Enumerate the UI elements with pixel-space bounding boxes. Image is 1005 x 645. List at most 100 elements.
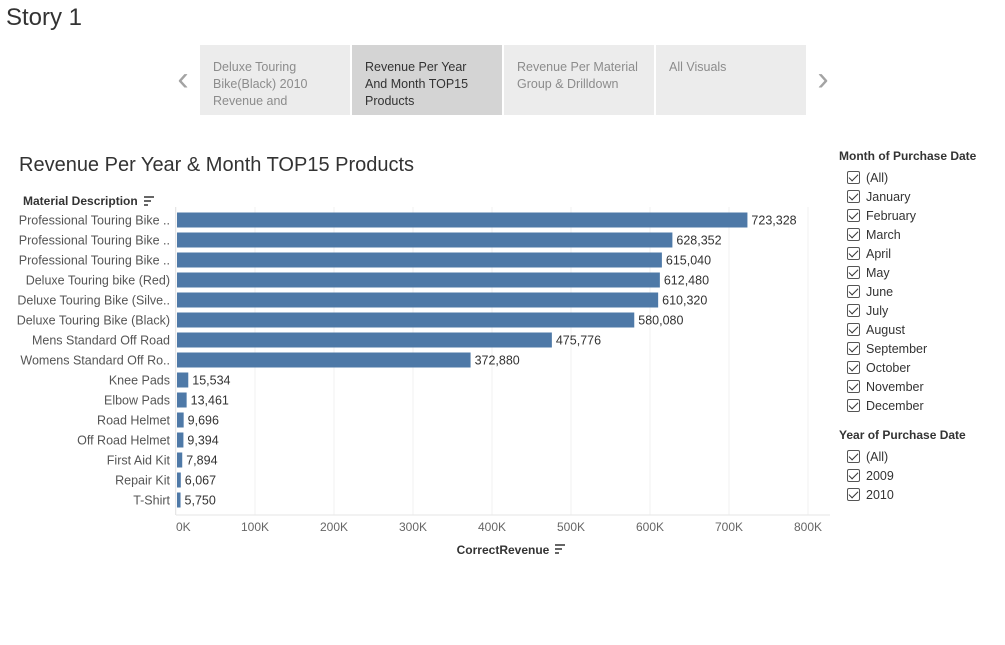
story-point-4[interactable]: All Visuals	[656, 45, 806, 115]
checkbox-checked-icon[interactable]	[847, 399, 860, 412]
x-axis-title[interactable]: CorrectRevenue	[457, 543, 550, 557]
month-filter-option[interactable]: July	[839, 301, 976, 320]
checkbox-checked-icon[interactable]	[847, 285, 860, 298]
sort-icon[interactable]	[555, 544, 565, 554]
month-filter-option[interactable]: November	[839, 377, 976, 396]
category-label[interactable]: Knee Pads	[109, 374, 170, 388]
year-filter-option[interactable]: (All)	[839, 447, 966, 466]
year-filter-option-label: (All)	[866, 449, 889, 464]
category-label[interactable]: Womens Standard Off Ro..	[20, 354, 170, 368]
story-point-label: Revenue Per Year And Month TOP15 Product…	[365, 60, 469, 108]
checkbox-checked-icon[interactable]	[847, 228, 860, 241]
year-filter-option[interactable]: 2009	[839, 466, 966, 485]
category-labels: Professional Touring Bike .. Professional…	[17, 214, 171, 508]
story-navigator: Deluxe Touring Bike(Black) 2010 Revenue …	[200, 45, 806, 115]
bar[interactable]	[177, 412, 184, 428]
month-filter-option[interactable]: February	[839, 206, 976, 225]
x-tick-label: 400K	[478, 520, 506, 534]
month-filter-option[interactable]: January	[839, 187, 976, 206]
category-label[interactable]: Road Helmet	[97, 414, 170, 428]
category-label[interactable]: First Aid Kit	[107, 454, 171, 468]
checkbox-checked-icon[interactable]	[847, 304, 860, 317]
bar[interactable]	[177, 492, 181, 508]
value-label: 580,080	[638, 314, 683, 328]
year-filter: Year of Purchase Date (All) 2009 2010	[839, 427, 966, 504]
story-point-2[interactable]: Revenue Per Year And Month TOP15 Product…	[352, 45, 502, 115]
story-point-3[interactable]: Revenue Per Material Group & Drilldown	[504, 45, 654, 115]
bar[interactable]	[177, 312, 635, 328]
checkbox-checked-icon[interactable]	[847, 380, 860, 393]
checkbox-checked-icon[interactable]	[847, 190, 860, 203]
value-label: 15,534	[192, 374, 230, 388]
bar[interactable]	[177, 272, 660, 288]
bar[interactable]	[177, 352, 471, 368]
x-tick-label: 600K	[636, 520, 664, 534]
bar-chart: Material Description Professional Tourin…	[17, 194, 830, 557]
chevron-left-icon[interactable]: ‹	[177, 60, 189, 98]
month-filter-option[interactable]: May	[839, 263, 976, 282]
bar[interactable]	[177, 292, 659, 308]
value-label: 5,750	[185, 494, 216, 508]
category-label[interactable]: Mens Standard Off Road	[32, 334, 170, 348]
checkbox-checked-icon[interactable]	[847, 171, 860, 184]
value-label: 723,328	[751, 214, 796, 228]
month-filter-option-label: September	[866, 341, 928, 356]
category-label[interactable]: Deluxe Touring bike (Red)	[26, 274, 170, 288]
checkbox-checked-icon[interactable]	[847, 209, 860, 222]
bar[interactable]	[177, 332, 552, 348]
category-label[interactable]: Professional Touring Bike ..	[19, 214, 170, 228]
category-label[interactable]: Elbow Pads	[104, 394, 170, 408]
bar[interactable]	[177, 432, 184, 448]
month-filter-option[interactable]: September	[839, 339, 976, 358]
value-label: 615,040	[666, 254, 711, 268]
month-filter-option[interactable]: August	[839, 320, 976, 339]
category-label[interactable]: Professional Touring Bike ..	[19, 234, 170, 248]
value-labels: 723,328 628,352 615,040 612,480 610,320 580,0…	[185, 214, 797, 508]
checkbox-checked-icon[interactable]	[847, 266, 860, 279]
checkbox-checked-icon[interactable]	[847, 323, 860, 336]
bar[interactable]	[177, 252, 662, 268]
month-filter-option-label: January	[866, 189, 911, 204]
bar[interactable]	[177, 212, 748, 228]
year-filter-title: Year of Purchase Date	[839, 428, 966, 442]
month-filter-option-label: May	[866, 265, 890, 280]
value-label: 13,461	[191, 394, 229, 408]
bar[interactable]	[177, 372, 189, 388]
checkbox-checked-icon[interactable]	[847, 247, 860, 260]
month-filter-option[interactable]: (All)	[839, 168, 976, 187]
story-point-label: Revenue Per Material Group & Drilldown	[517, 60, 638, 91]
checkbox-checked-icon[interactable]	[847, 342, 860, 355]
category-label[interactable]: Repair Kit	[115, 474, 170, 488]
checkbox-checked-icon[interactable]	[847, 450, 860, 463]
month-filter-option-label: April	[866, 246, 892, 261]
month-filter-option[interactable]: October	[839, 358, 976, 377]
y-axis-title[interactable]: Material Description	[23, 194, 138, 208]
checkbox-checked-icon[interactable]	[847, 361, 860, 374]
month-filter-option[interactable]: March	[839, 225, 976, 244]
bar[interactable]	[177, 392, 187, 408]
year-filter-option[interactable]: 2010	[839, 485, 966, 504]
story-point-label: All Visuals	[669, 60, 727, 74]
chevron-right-icon[interactable]: ›	[817, 60, 829, 98]
value-label: 6,067	[185, 474, 216, 488]
category-label[interactable]: T-Shirt	[133, 494, 170, 508]
category-label[interactable]: Professional Touring Bike ..	[19, 254, 170, 268]
category-label[interactable]: Deluxe Touring Bike (Black)	[17, 314, 170, 328]
month-filter-option[interactable]: December	[839, 396, 976, 415]
checkbox-checked-icon[interactable]	[847, 488, 860, 501]
x-tick-label: 800K	[794, 520, 822, 534]
month-filter-title: Month of Purchase Date	[839, 149, 977, 163]
month-filter-option[interactable]: June	[839, 282, 976, 301]
bar[interactable]	[177, 472, 181, 488]
story-point-1[interactable]: Deluxe Touring Bike(Black) 2010 Revenue …	[200, 45, 350, 115]
month-filter-option[interactable]: April	[839, 244, 976, 263]
category-label[interactable]: Off Road Helmet	[77, 434, 170, 448]
x-tick-label: 200K	[320, 520, 348, 534]
bar[interactable]	[177, 452, 183, 468]
category-label[interactable]: Deluxe Touring Bike (Silve..	[17, 294, 170, 308]
checkbox-checked-icon[interactable]	[847, 469, 860, 482]
x-tick-label: 0K	[176, 520, 191, 534]
sort-icon[interactable]	[144, 196, 154, 206]
bar[interactable]	[177, 232, 673, 248]
x-tick-label: 500K	[557, 520, 585, 534]
